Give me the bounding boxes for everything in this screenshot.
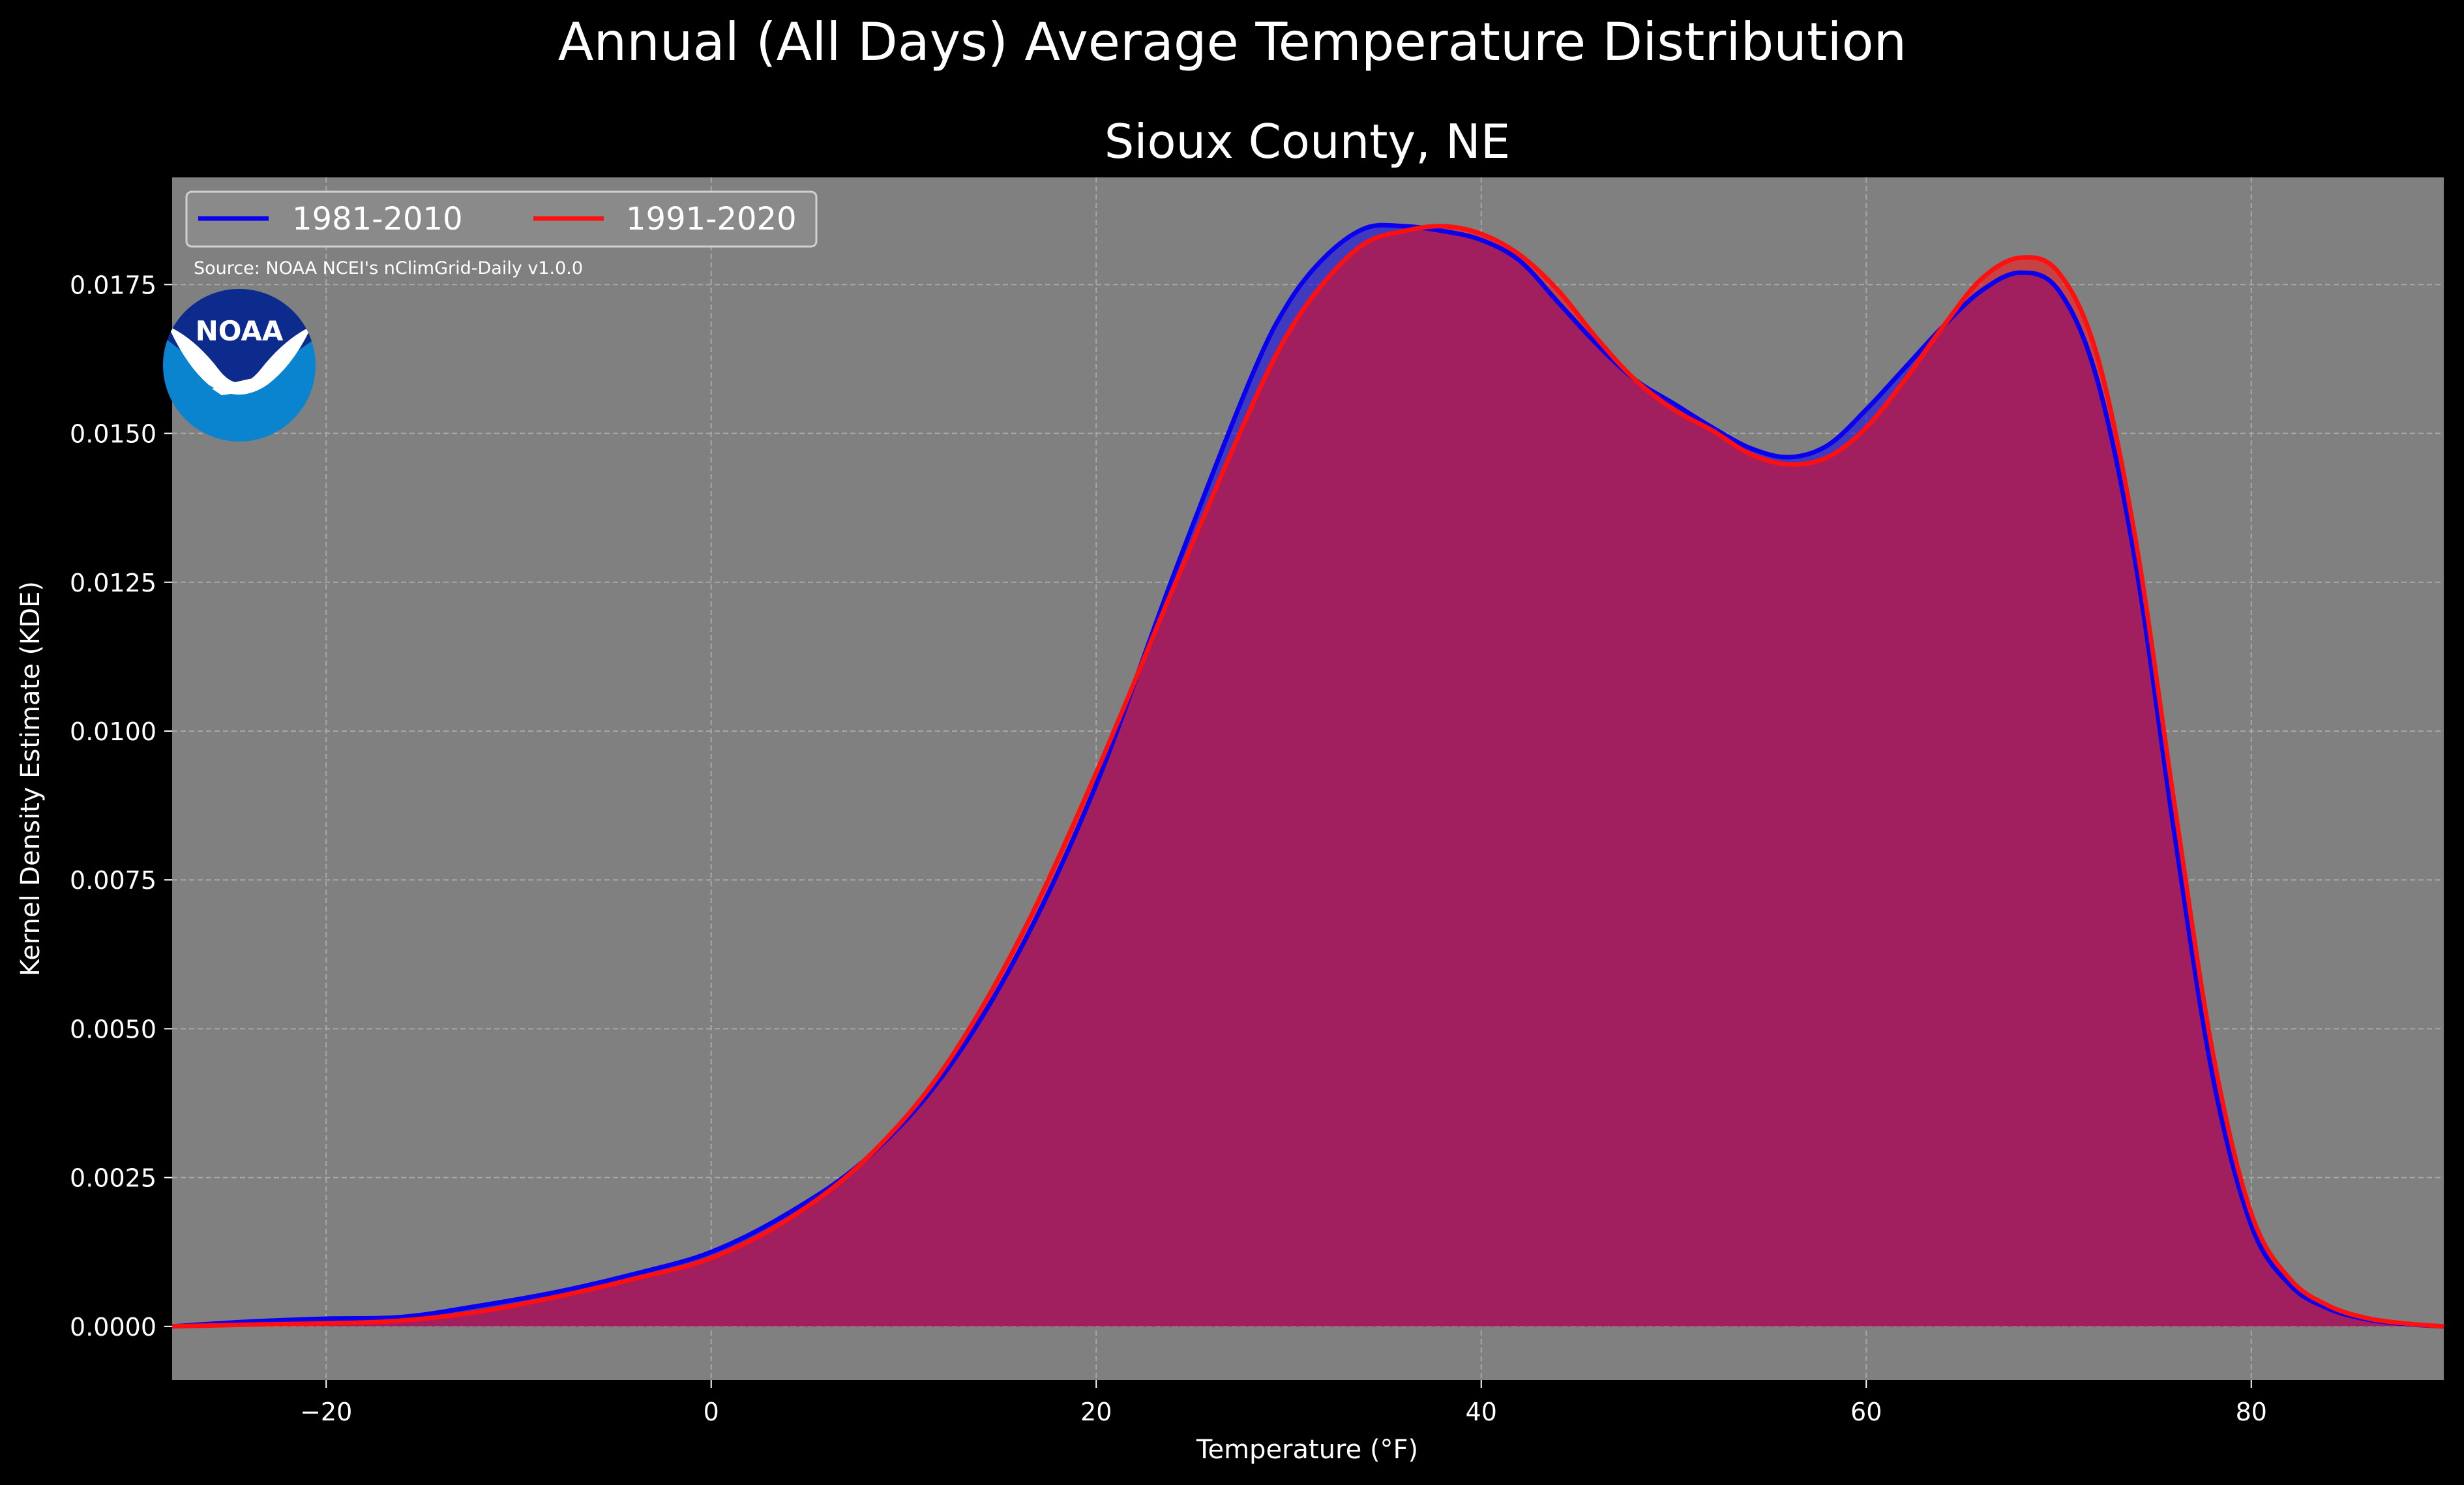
legend: 1981-2010 1991-2020 [185,190,818,248]
y-tick-label: 0.0150 [70,420,156,449]
chart-suptitle: Annual (All Days) Average Temperature Di… [558,12,1907,72]
chart-title: Sioux County, NE [1105,114,1510,169]
density-lines [171,222,2444,1329]
noaa-logo: NOAA [163,289,316,442]
density-line-1991-2020 [171,224,2444,1329]
y-tick-label: 0.0100 [70,717,156,746]
y-tick-label: 0.0125 [70,569,156,597]
y-tick-label: 0.0025 [70,1164,156,1193]
x-tick-label: 60 [1850,1398,1882,1426]
x-tick-label: 0 [704,1398,719,1426]
legend-label-1981-2010: 1981-2010 [292,201,463,237]
noaa-logo-bird-wing [168,326,312,395]
x-tick-label: 80 [2236,1398,2267,1426]
y-axis-label: Kernel Density Estimate (KDE) [16,581,46,976]
x-tick-label: −20 [300,1398,352,1426]
y-tick-label: 0.0175 [70,271,156,299]
density-overlap-fill [172,230,2444,1327]
legend-label-1991-2020: 1991-2020 [626,201,797,237]
noaa-logo-text: NOAA [196,315,284,347]
x-axis-label: Temperature (°F) [1196,1435,1418,1465]
y-tick-label: 0.0050 [70,1015,156,1043]
y-axis-ticks: 0.0000 0.0025 0.0050 0.0075 0.0100 0.0125 0.01… [70,271,172,1342]
x-tick-label: 20 [1080,1398,1112,1426]
density-fills [172,225,2444,1327]
noaa-logo-bird-tail [212,374,274,395]
y-tick-label: 0.0075 [70,866,156,895]
source-note: Source: NOAA NCEI's nClimGrid-Daily v1.0… [194,258,583,278]
x-tick-label: 40 [1466,1398,1497,1426]
y-tick-label: 0.0000 [70,1313,156,1342]
density-line-1981-2010 [171,222,2444,1329]
legend-box [185,190,818,248]
x-axis-ticks: −20 0 20 40 60 80 [300,1380,2267,1426]
